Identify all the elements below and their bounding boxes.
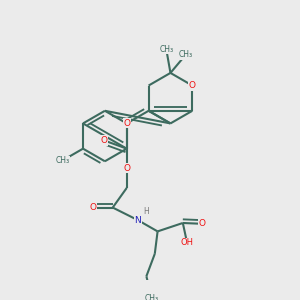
Text: N: N: [135, 216, 141, 225]
Text: O: O: [90, 203, 97, 212]
Text: CH₃: CH₃: [55, 156, 69, 165]
Text: O: O: [123, 119, 130, 128]
Text: O: O: [189, 81, 196, 90]
Text: O: O: [199, 219, 206, 228]
Text: O: O: [123, 164, 130, 173]
Text: CH₃: CH₃: [179, 50, 193, 59]
Text: H: H: [143, 207, 149, 216]
Text: O: O: [101, 136, 108, 145]
Text: OH: OH: [181, 238, 194, 247]
Text: CH₃: CH₃: [159, 45, 173, 54]
Text: CH₃: CH₃: [145, 294, 159, 300]
